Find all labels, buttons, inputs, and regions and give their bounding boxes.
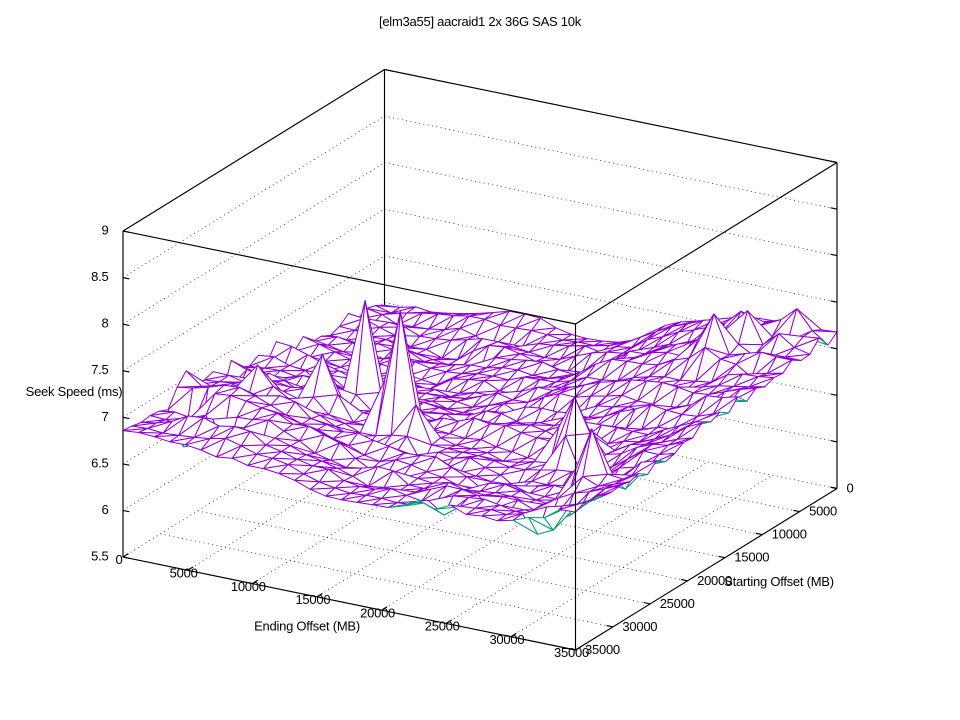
svg-text:Ending Offset (MB): Ending Offset (MB)	[254, 619, 360, 634]
svg-text:Starting Offset (MB): Starting Offset (MB)	[724, 574, 834, 589]
svg-text:35000: 35000	[585, 642, 620, 657]
svg-text:25000: 25000	[660, 596, 695, 611]
svg-text:20000: 20000	[360, 605, 395, 620]
svg-text:0: 0	[116, 552, 123, 567]
svg-text:6: 6	[102, 502, 109, 517]
svg-text:7: 7	[102, 409, 109, 424]
svg-text:6.5: 6.5	[91, 455, 108, 470]
svg-text:9: 9	[102, 223, 109, 238]
svg-text:15000: 15000	[295, 592, 330, 607]
svg-text:[elm3a55] aacraid1 2x 36G SAS: [elm3a55] aacraid1 2x 36G SAS 10k	[379, 14, 582, 29]
svg-text:Seek Speed (ms): Seek Speed (ms)	[26, 384, 123, 399]
svg-text:10000: 10000	[231, 579, 266, 594]
svg-text:30000: 30000	[622, 619, 657, 634]
svg-text:8.5: 8.5	[91, 269, 108, 284]
svg-text:15000: 15000	[734, 550, 769, 565]
svg-text:25000: 25000	[425, 619, 460, 634]
svg-text:5.5: 5.5	[91, 549, 108, 564]
svg-text:20000: 20000	[697, 573, 732, 588]
svg-text:5000: 5000	[170, 566, 198, 581]
svg-text:7.5: 7.5	[91, 362, 108, 377]
svg-text:30000: 30000	[489, 632, 524, 647]
svg-text:8: 8	[102, 316, 109, 331]
svg-text:5000: 5000	[809, 504, 837, 519]
svg-text:0: 0	[847, 481, 854, 496]
svg-text:10000: 10000	[772, 527, 807, 542]
svg-text:35000: 35000	[554, 645, 589, 660]
